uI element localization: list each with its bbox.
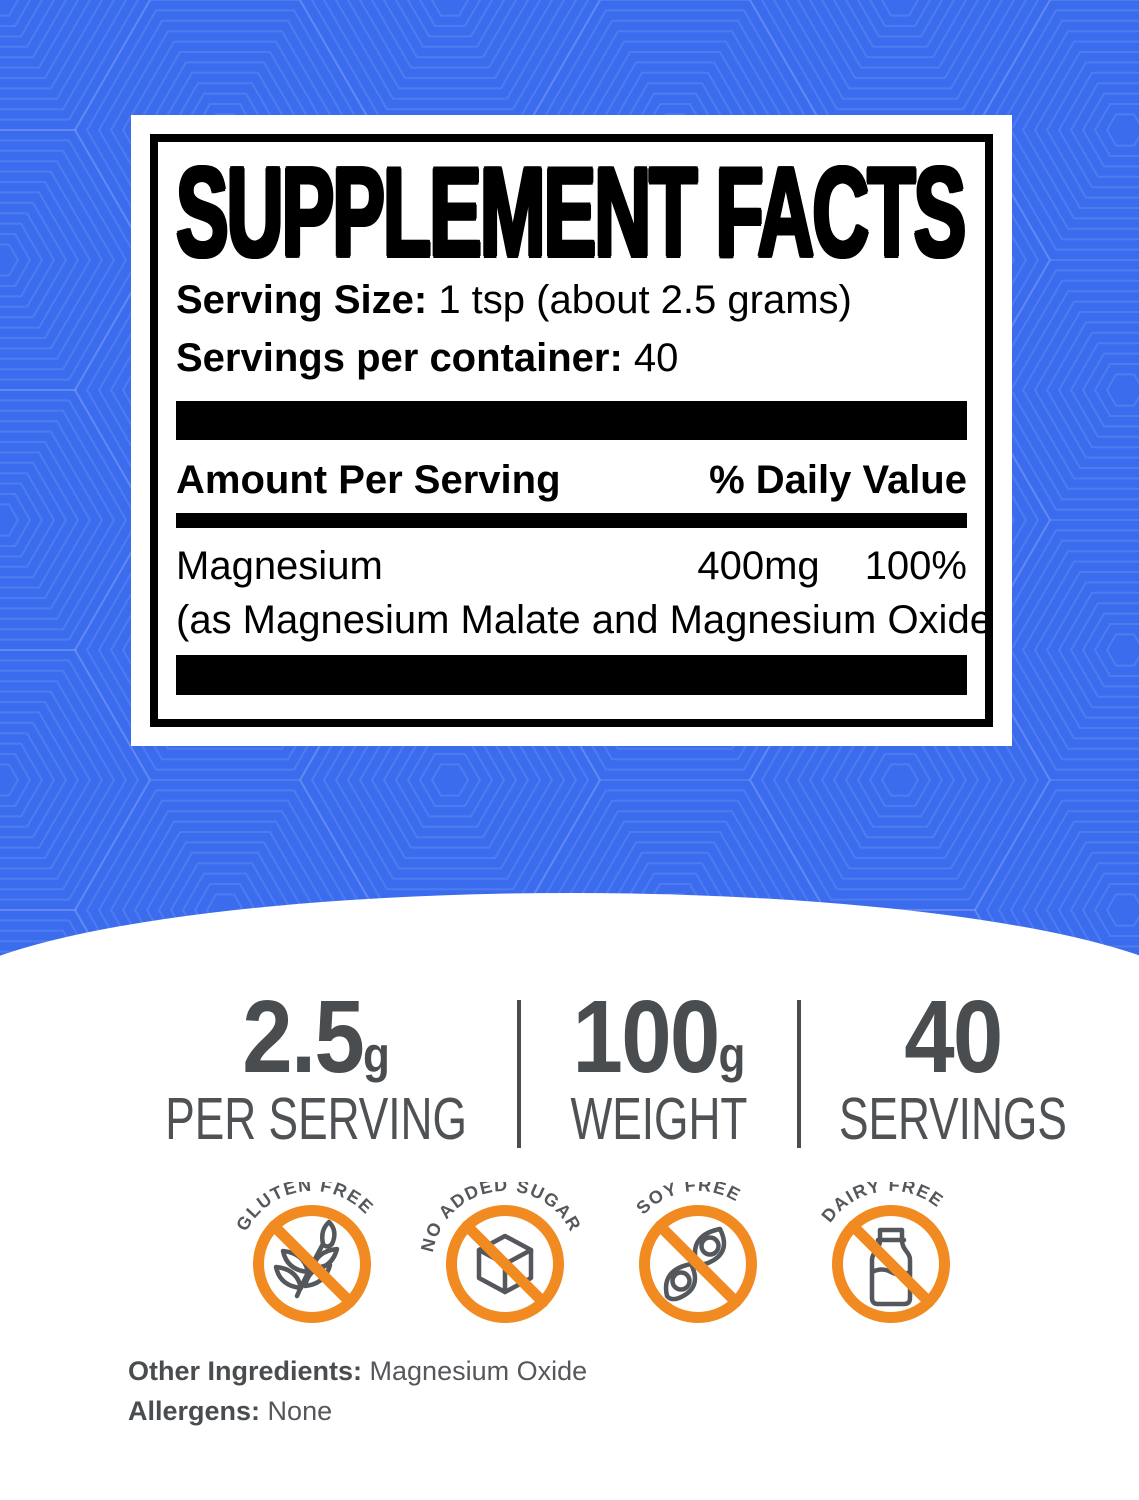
- prohibition-slash: [654, 1220, 742, 1308]
- servings-per-container-label: Servings per container:: [176, 336, 623, 381]
- stat-label: PER SERVING: [165, 1086, 467, 1152]
- nutrient-amount: 400mg: [697, 544, 820, 589]
- servings-per-container-line: Servings per container: 40: [176, 334, 967, 382]
- stat-value: 2.5g: [139, 985, 493, 1088]
- no-added-sugar-badge: NO ADDED SUGAR: [410, 1182, 586, 1323]
- supplement-facts-panel: SUPPLEMENT FACTS Serving Size: 1 tsp (ab…: [131, 115, 1012, 746]
- allergens-line: Allergens: None: [128, 1392, 587, 1432]
- nutrient-amounts: 400mg 100%: [697, 542, 967, 590]
- stat-servings: 40 SERVINGS: [801, 985, 1105, 1149]
- stat-unit: g: [718, 1027, 746, 1083]
- stat-per-serving: 2.5g PER SERVING: [115, 985, 517, 1149]
- divider-bar-top: [176, 401, 967, 441]
- prohibition-slash: [461, 1220, 549, 1308]
- stat-value: 40: [819, 985, 1086, 1088]
- thick-rule: [176, 513, 967, 529]
- footer-info: Other Ingredients: Magnesium Oxide Aller…: [128, 1352, 587, 1432]
- nutrient-name: Magnesium: [176, 544, 383, 589]
- supplement-facts-border: SUPPLEMENT FACTS Serving Size: 1 tsp (ab…: [150, 134, 993, 727]
- dairy-free-badge: DAIRY FREE: [814, 1182, 950, 1323]
- prohibition-slash: [847, 1220, 935, 1308]
- amount-per-serving-header: Amount Per Serving: [176, 458, 561, 503]
- stat-label: WEIGHT: [570, 1086, 748, 1152]
- allergens-value: None: [260, 1395, 333, 1426]
- nutrient-daily-value: 100%: [864, 544, 967, 589]
- allergens-label: Allergens:: [128, 1395, 261, 1426]
- stat-divider: [797, 1000, 802, 1148]
- curved-white-section: [0, 893, 1139, 1500]
- other-ingredients-label: Other Ingredients:: [128, 1356, 363, 1386]
- serving-size-line: Serving Size: 1 tsp (about 2.5 grams): [176, 276, 967, 324]
- supplement-facts-title: SUPPLEMENT FACTS: [176, 141, 966, 283]
- prohibition-circle: [832, 1205, 950, 1323]
- panel-header-row: Amount Per Serving % Daily Value: [176, 456, 967, 504]
- other-ingredients-value: Magnesium Oxide: [362, 1356, 588, 1386]
- gluten-free-badge: GLUTEN FREE: [227, 1182, 380, 1323]
- prohibition-slash: [268, 1220, 356, 1308]
- free-from-badges: GLUTEN FREE NO ADDED SUGAR: [217, 1182, 986, 1342]
- other-ingredients-line: Other Ingredients: Magnesium Oxide: [128, 1352, 587, 1392]
- serving-size-label: Serving Size:: [176, 278, 428, 323]
- stat-number: 40: [904, 979, 1003, 1094]
- stats-row: 2.5g PER SERVING 100g WEIGHT 40 SERVINGS: [115, 985, 1105, 1149]
- nutrient-row: Magnesium 400mg 100%: [176, 542, 967, 590]
- stat-value: 100g: [538, 985, 781, 1088]
- daily-value-header: % Daily Value: [709, 458, 967, 503]
- prohibition-circle: [639, 1205, 757, 1323]
- divider-bar-bottom: [176, 655, 967, 696]
- servings-per-container-value: 40: [622, 336, 679, 381]
- nutrient-note: (as Magnesium Malate and Magnesium Oxide…: [176, 598, 993, 643]
- prohibition-circle: [446, 1205, 564, 1323]
- stat-weight: 100g WEIGHT: [521, 985, 797, 1149]
- soy-free-badge: SOY FREE: [629, 1182, 757, 1323]
- prohibition-circle: [253, 1205, 371, 1323]
- stat-unit: g: [363, 1027, 390, 1083]
- stat-divider: [517, 1000, 522, 1148]
- serving-size-value: 1 tsp (about 2.5 grams): [427, 278, 852, 323]
- stat-number: 100: [572, 979, 721, 1094]
- stat-number: 2.5: [242, 979, 364, 1094]
- stat-label: SERVINGS: [839, 1086, 1068, 1152]
